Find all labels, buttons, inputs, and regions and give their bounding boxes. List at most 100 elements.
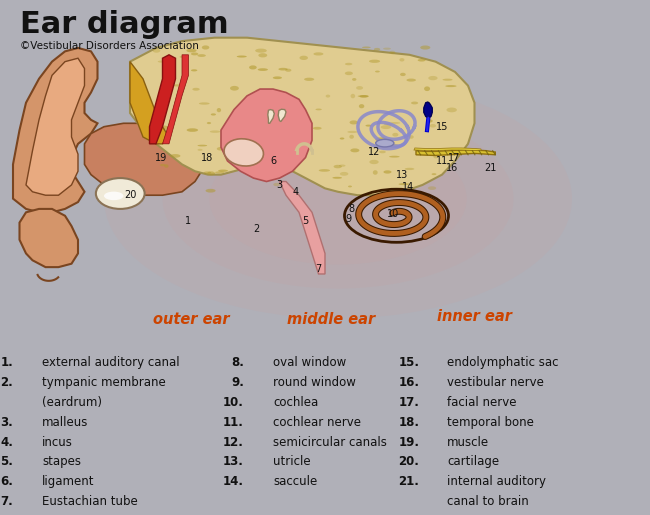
- Ellipse shape: [239, 127, 247, 131]
- Ellipse shape: [257, 68, 268, 71]
- Text: 9.: 9.: [231, 376, 244, 389]
- Ellipse shape: [347, 131, 358, 133]
- Polygon shape: [162, 55, 188, 144]
- Ellipse shape: [352, 78, 356, 81]
- Ellipse shape: [153, 48, 161, 53]
- Ellipse shape: [192, 88, 200, 91]
- Ellipse shape: [179, 56, 185, 58]
- Ellipse shape: [349, 135, 354, 139]
- Ellipse shape: [199, 102, 210, 105]
- Ellipse shape: [400, 58, 404, 61]
- Text: 11.: 11.: [223, 416, 244, 429]
- Polygon shape: [20, 209, 78, 267]
- Text: 20: 20: [124, 190, 136, 200]
- Text: utricle: utricle: [273, 455, 311, 469]
- Ellipse shape: [389, 156, 400, 158]
- Polygon shape: [280, 181, 325, 274]
- Text: 5: 5: [302, 216, 309, 226]
- Text: 12: 12: [367, 147, 380, 158]
- Ellipse shape: [207, 122, 211, 124]
- Ellipse shape: [424, 87, 430, 91]
- Ellipse shape: [428, 186, 436, 190]
- Text: 6: 6: [270, 156, 276, 166]
- Ellipse shape: [432, 173, 436, 175]
- Text: (eardrum): (eardrum): [42, 396, 102, 409]
- Ellipse shape: [230, 86, 239, 91]
- Ellipse shape: [350, 121, 358, 125]
- Ellipse shape: [210, 130, 220, 133]
- Ellipse shape: [365, 125, 372, 127]
- Ellipse shape: [393, 133, 398, 136]
- Ellipse shape: [285, 68, 291, 72]
- Text: 9: 9: [345, 214, 352, 224]
- Polygon shape: [278, 109, 286, 122]
- Ellipse shape: [235, 114, 241, 118]
- Text: 13.: 13.: [223, 455, 244, 469]
- Ellipse shape: [187, 49, 196, 53]
- Ellipse shape: [211, 113, 216, 115]
- Ellipse shape: [292, 118, 304, 121]
- Text: middle ear: middle ear: [287, 312, 376, 327]
- Ellipse shape: [287, 134, 295, 136]
- Ellipse shape: [430, 124, 436, 128]
- Ellipse shape: [315, 109, 322, 110]
- Ellipse shape: [413, 149, 423, 151]
- Ellipse shape: [434, 154, 438, 159]
- Ellipse shape: [345, 72, 353, 75]
- Ellipse shape: [376, 140, 394, 147]
- Ellipse shape: [207, 171, 215, 176]
- Ellipse shape: [191, 69, 198, 72]
- Text: 17: 17: [447, 153, 460, 163]
- Ellipse shape: [428, 76, 437, 80]
- Text: incus: incus: [42, 436, 73, 449]
- Ellipse shape: [318, 169, 330, 171]
- Text: malleus: malleus: [42, 416, 88, 429]
- Ellipse shape: [300, 56, 308, 60]
- Ellipse shape: [362, 46, 370, 48]
- Ellipse shape: [426, 119, 433, 123]
- Ellipse shape: [209, 133, 467, 265]
- Text: inner ear: inner ear: [437, 308, 512, 323]
- Ellipse shape: [104, 79, 572, 318]
- Ellipse shape: [198, 149, 203, 151]
- Text: 16.: 16.: [398, 376, 419, 389]
- Text: Eustachian tube: Eustachian tube: [42, 495, 138, 508]
- Ellipse shape: [237, 117, 246, 122]
- Text: endolymphatic sac: endolymphatic sac: [447, 356, 559, 369]
- Ellipse shape: [350, 148, 359, 152]
- Ellipse shape: [273, 183, 280, 186]
- Ellipse shape: [187, 128, 198, 132]
- Text: 14: 14: [402, 182, 414, 192]
- Polygon shape: [268, 110, 274, 123]
- Polygon shape: [424, 102, 432, 118]
- Text: 6.: 6.: [0, 475, 13, 488]
- Text: 18: 18: [201, 152, 213, 163]
- Ellipse shape: [379, 150, 386, 153]
- Text: 8: 8: [348, 204, 354, 214]
- Ellipse shape: [420, 45, 430, 49]
- Text: muscle: muscle: [447, 436, 489, 449]
- Ellipse shape: [373, 170, 378, 175]
- Text: canal to brain: canal to brain: [447, 495, 529, 508]
- Text: internal auditory: internal auditory: [447, 475, 546, 488]
- Ellipse shape: [313, 53, 324, 56]
- Ellipse shape: [359, 104, 365, 108]
- Text: 5.: 5.: [0, 455, 13, 469]
- Text: 7.: 7.: [0, 495, 13, 508]
- Ellipse shape: [231, 147, 240, 150]
- Ellipse shape: [224, 139, 263, 166]
- Text: 21: 21: [484, 163, 497, 173]
- Ellipse shape: [157, 126, 169, 130]
- Ellipse shape: [383, 47, 391, 50]
- Ellipse shape: [198, 54, 206, 57]
- Ellipse shape: [292, 129, 298, 132]
- Ellipse shape: [418, 59, 426, 62]
- Ellipse shape: [198, 145, 207, 146]
- Ellipse shape: [390, 122, 400, 124]
- Ellipse shape: [191, 53, 198, 56]
- Text: 7: 7: [315, 264, 322, 274]
- Ellipse shape: [369, 60, 380, 63]
- Ellipse shape: [384, 123, 392, 125]
- Ellipse shape: [381, 125, 391, 129]
- Text: 10.: 10.: [223, 396, 244, 409]
